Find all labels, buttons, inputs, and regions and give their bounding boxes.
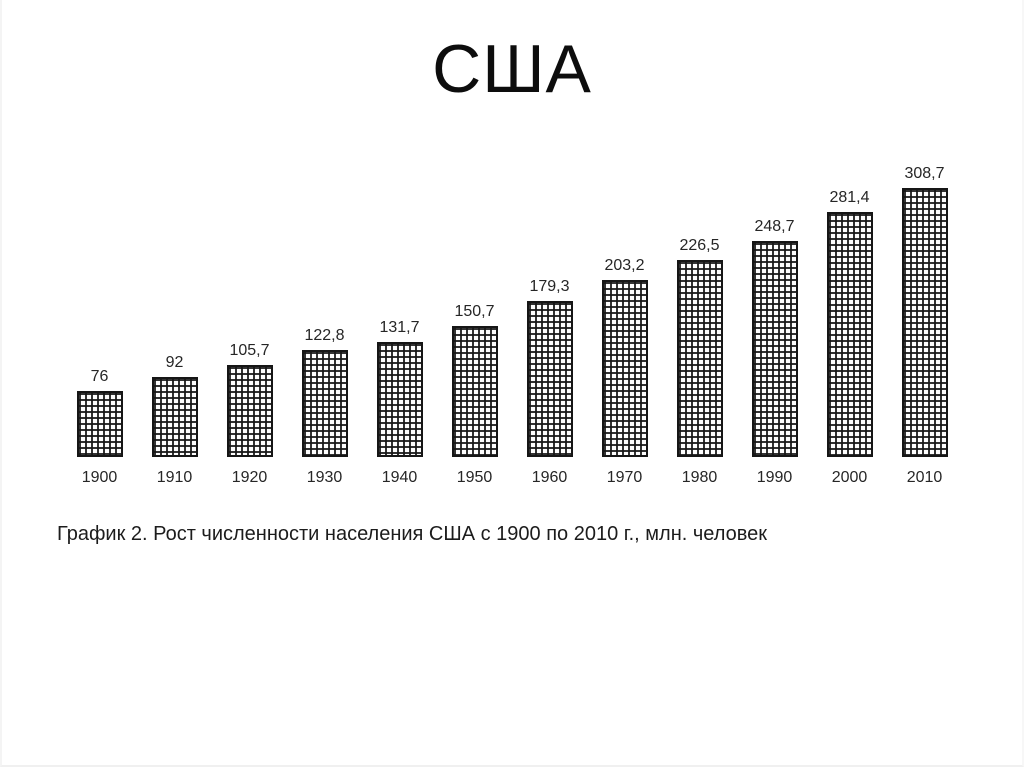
x-axis-tick-label: 2000 xyxy=(831,469,868,487)
bar-value-label: 105,7 xyxy=(229,342,270,360)
bar-value-label: 150,7 xyxy=(454,303,495,321)
x-axis-tick-label: 1950 xyxy=(456,469,493,487)
bar-1900 xyxy=(76,391,123,458)
bar-value-label: 248,7 xyxy=(754,218,795,236)
chart-column-1950: 150,7 1950 xyxy=(437,164,512,487)
x-axis-tick-label: 1920 xyxy=(231,469,268,487)
bar-1990 xyxy=(751,241,798,458)
bar-value-label: 131,7 xyxy=(379,319,420,337)
chart-column-1910: 92 1910 xyxy=(137,164,212,487)
x-axis-tick-label: 1910 xyxy=(156,469,193,487)
chart-column-1920: 105,7 1920 xyxy=(212,164,287,487)
x-axis-tick-label: 1930 xyxy=(306,469,343,487)
bar-value-label: 226,5 xyxy=(679,237,720,255)
bar-1940 xyxy=(376,342,423,458)
bar-value-label: 203,2 xyxy=(604,257,645,275)
bar-value-label: 179,3 xyxy=(529,278,570,296)
bar-1930 xyxy=(301,350,348,458)
bar-1970 xyxy=(601,280,648,458)
bar-1960 xyxy=(526,301,573,458)
chart-column-1900: 76 1900 xyxy=(62,164,137,487)
chart-column-2000: 281,4 2000 xyxy=(812,164,887,487)
x-axis-tick-label: 1900 xyxy=(81,469,118,487)
x-axis-tick-label: 2010 xyxy=(906,469,943,487)
bar-2010 xyxy=(901,188,948,458)
bar-value-label: 281,4 xyxy=(829,189,870,207)
bar-1920 xyxy=(226,365,273,458)
chart-column-2010: 308,7 2010 xyxy=(887,164,962,487)
bar-1950 xyxy=(451,326,498,458)
population-bar-chart: 76 1900 92 1910 105,7 1920 122,8 1930 131,7 1940 1… xyxy=(62,164,962,487)
page-title: США xyxy=(432,31,592,107)
chart-column-1940: 131,7 1940 xyxy=(362,164,437,487)
bar-1980 xyxy=(676,260,723,458)
x-axis-tick-label: 1940 xyxy=(381,469,418,487)
bar-1910 xyxy=(151,377,198,458)
bar-value-label: 308,7 xyxy=(904,165,945,183)
x-axis-tick-label: 1980 xyxy=(681,469,718,487)
x-axis-tick-label: 1960 xyxy=(531,469,568,487)
chart-column-1930: 122,8 1930 xyxy=(287,164,362,487)
x-axis-tick-label: 1990 xyxy=(756,469,793,487)
chart-column-1990: 248,7 1990 xyxy=(737,164,812,487)
chart-caption: График 2. Рост численности населения США… xyxy=(57,523,768,546)
bar-value-label: 92 xyxy=(165,354,184,372)
x-axis-tick-label: 1970 xyxy=(606,469,643,487)
bar-value-label: 122,8 xyxy=(304,327,345,345)
bar-2000 xyxy=(826,212,873,458)
chart-column-1980: 226,5 1980 xyxy=(662,164,737,487)
chart-column-1970: 203,2 1970 xyxy=(587,164,662,487)
bar-value-label: 76 xyxy=(90,368,109,386)
chart-column-1960: 179,3 1960 xyxy=(512,164,587,487)
